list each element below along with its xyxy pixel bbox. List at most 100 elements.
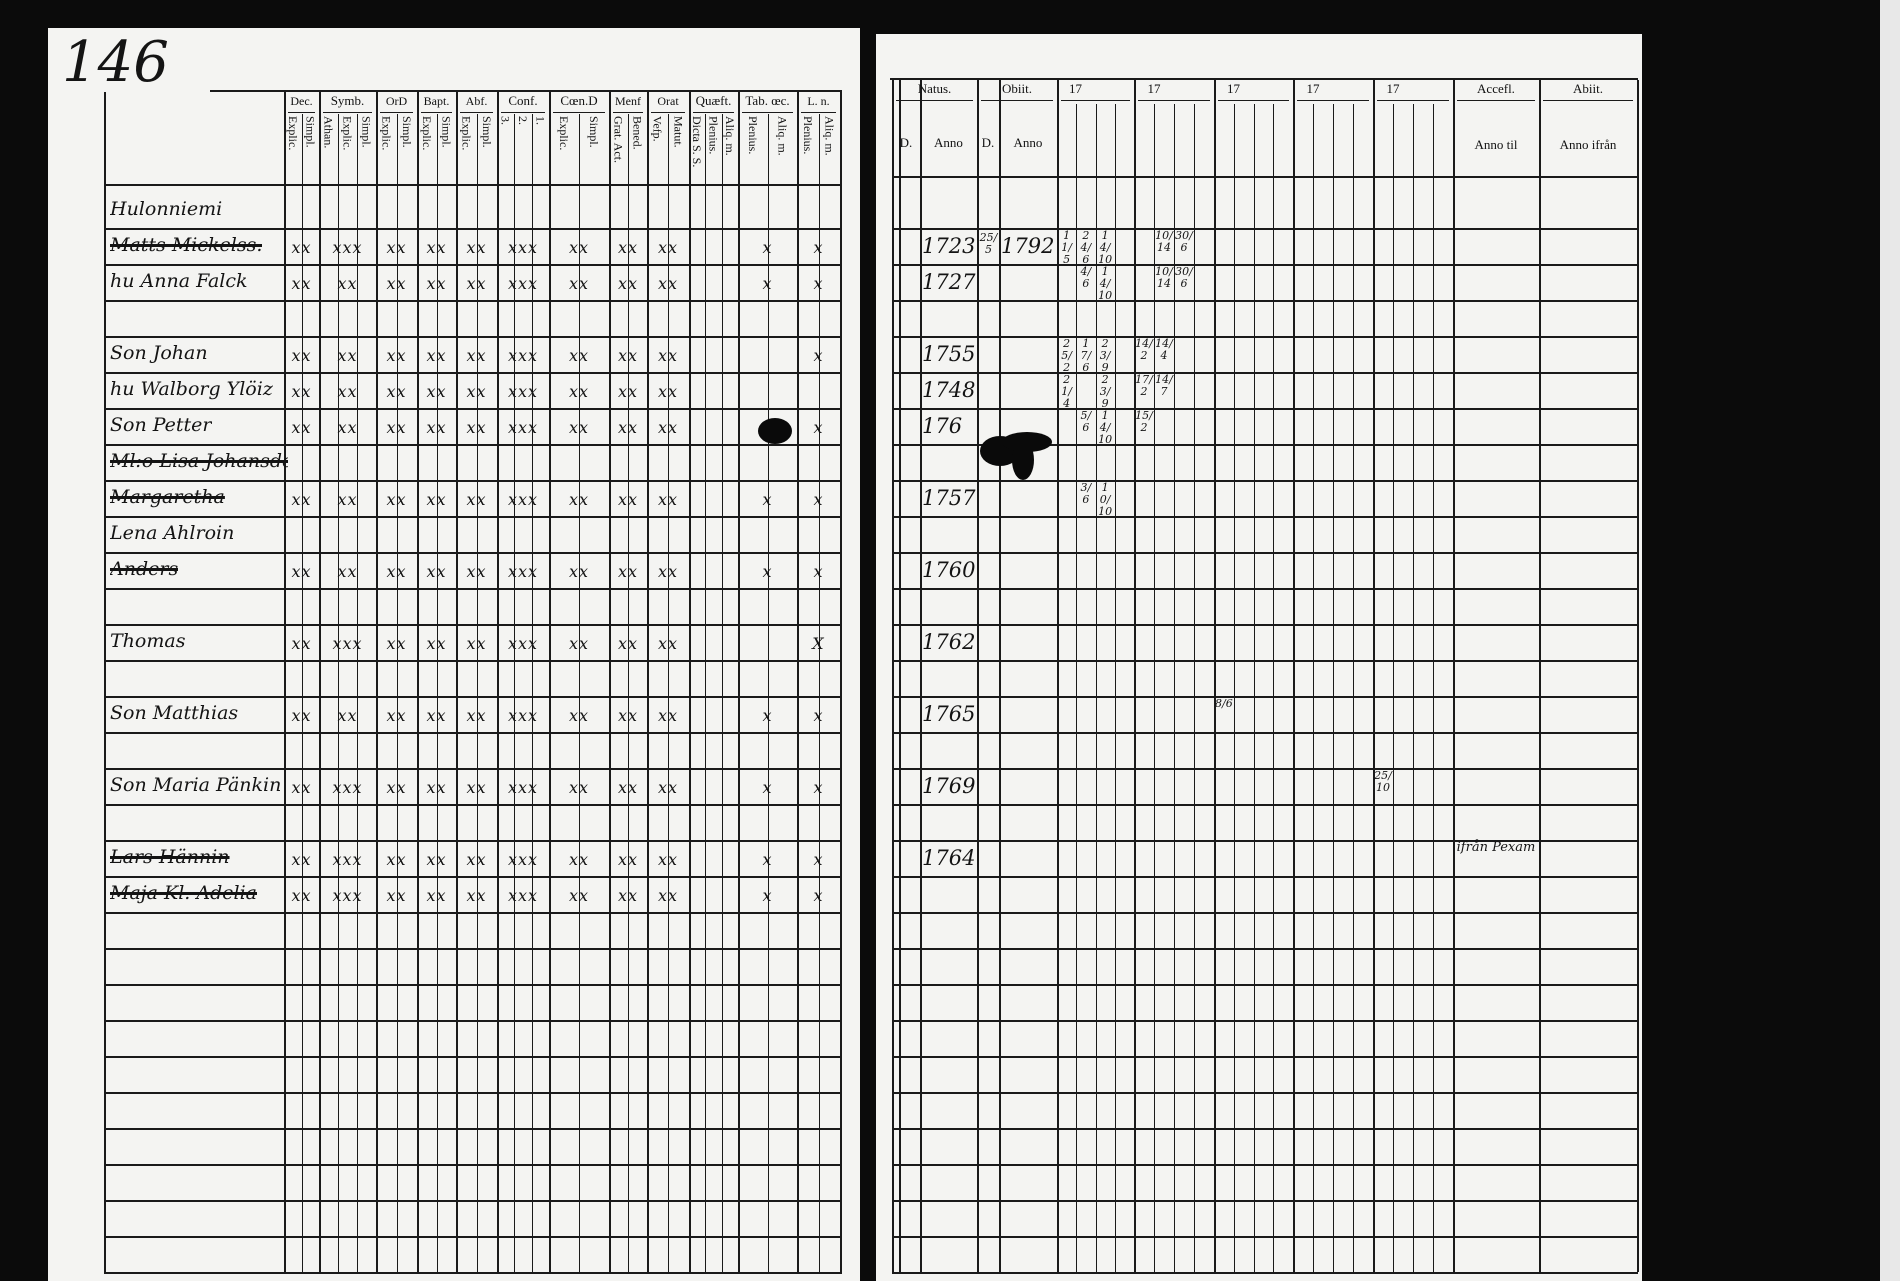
sub-rule — [628, 114, 629, 1272]
row-rule — [104, 300, 842, 302]
mark-cell: xx — [568, 490, 590, 509]
group-rule — [497, 92, 499, 1272]
mark-cell: xx — [337, 274, 358, 293]
right-row-rule — [892, 840, 1638, 842]
mark-cell: xx — [386, 418, 407, 437]
sub-rule — [767, 114, 769, 1272]
right-row-rule — [892, 264, 1638, 266]
mark-cell: xx — [617, 850, 639, 869]
mark-cell: xx — [337, 562, 358, 581]
right-row-rule — [892, 768, 1638, 770]
natus-year: 1760 — [922, 558, 976, 582]
year-header-3: 17 — [1306, 81, 1320, 96]
group-rule — [549, 92, 551, 1272]
year-sub-rule — [1253, 104, 1255, 1272]
obiit-year: 1792 — [1001, 234, 1055, 258]
sub-header: Explic. — [285, 116, 300, 151]
sub-header: Dicta S. S. — [690, 116, 705, 168]
mark-cell: xx — [386, 886, 407, 905]
right-row-rule — [892, 408, 1638, 410]
mark-cell: xx — [617, 238, 639, 257]
mark-cell: xx — [466, 346, 487, 365]
mark-cell: xx — [386, 778, 407, 797]
right-row-rule — [892, 624, 1638, 626]
row-rule — [104, 516, 842, 518]
mark-cell: x — [762, 562, 773, 581]
mark-cell: xx — [426, 886, 447, 905]
communion-date: 10/14 — [1155, 265, 1173, 290]
row-rule — [104, 1164, 842, 1166]
mark-cell: xx — [617, 490, 639, 509]
group-subrule — [460, 112, 493, 113]
mark-cell: xx — [657, 490, 679, 509]
group-subrule — [651, 112, 685, 113]
right-header-subrule — [981, 100, 1053, 101]
mark-cell: xx — [291, 706, 312, 725]
sub-rule — [818, 114, 820, 1272]
natus-year: 176 — [922, 414, 963, 438]
sub-header: Simpl. — [439, 116, 454, 148]
right-row-rule — [892, 1236, 1638, 1238]
mark-cell: x — [762, 850, 773, 869]
year-sub-rule — [1076, 104, 1078, 1272]
right-row-rule — [892, 444, 1638, 446]
right-column-rule — [999, 80, 1001, 1272]
column-header-9: Quæft. — [695, 93, 732, 108]
year-sub-rule — [1393, 104, 1394, 1272]
right-row-rule — [892, 1056, 1638, 1058]
entry-name: Maja Kl. Adelia — [110, 882, 257, 904]
year-header-4: 17 — [1386, 81, 1400, 96]
mark-cell: x — [813, 562, 824, 581]
mark-cell: xx — [426, 706, 447, 725]
mark-cell: xx — [617, 886, 639, 905]
right-header-subrule — [1377, 100, 1449, 101]
row-rule — [104, 804, 842, 806]
accessit-sub: Anno til — [1474, 137, 1518, 152]
mark-cell: xx — [337, 490, 358, 509]
column-header-0: Dec. — [290, 94, 313, 108]
right-header-subrule — [1218, 100, 1289, 101]
sub-rule — [357, 114, 358, 1272]
mark-cell: xxx — [507, 850, 539, 869]
natus-year: 1723 — [922, 234, 976, 258]
right-row-rule — [892, 228, 1638, 230]
row-rule — [104, 948, 842, 950]
mark-cell: x — [762, 490, 773, 509]
communion-date: 14/10 — [1098, 265, 1113, 302]
mark-cell: xxx — [332, 238, 363, 257]
entry-name: hu Anna Falck — [110, 270, 248, 292]
column-header-11: L. n. — [807, 94, 830, 108]
ink-blot — [1002, 432, 1052, 452]
mark-cell: xx — [426, 778, 447, 797]
mark-cell: xx — [657, 274, 679, 293]
sub-rule — [668, 114, 669, 1272]
communion-date: 8/6 — [1215, 697, 1233, 710]
communion-date: 21/4 — [1061, 373, 1072, 410]
group-subrule — [801, 112, 836, 113]
communion-date: 23/9 — [1099, 373, 1111, 410]
right-header-top-rule — [890, 78, 1638, 80]
year-sub-rule — [1413, 104, 1414, 1272]
right-row-rule — [892, 660, 1638, 662]
year-sub-rule — [1233, 104, 1235, 1272]
mark-cell: x — [813, 418, 824, 437]
mark-cell: xx — [657, 346, 679, 365]
right-row-rule — [892, 588, 1638, 590]
mark-cell: xx — [291, 634, 312, 653]
mark-cell: x — [813, 886, 824, 905]
natus-year: 1727 — [922, 270, 976, 294]
communion-date: 23/9 — [1099, 337, 1111, 374]
communion-date: 3/6 — [1080, 481, 1092, 506]
group-rule — [417, 92, 419, 1272]
mark-cell: xx — [568, 850, 590, 869]
mark-cell: xx — [568, 382, 590, 401]
entry-name: Ml:o Lisa Johansdotter — [110, 450, 288, 472]
natus-header: Natus. — [917, 81, 952, 96]
year-header-1: 17 — [1147, 81, 1161, 96]
mark-cell: xx — [337, 382, 358, 401]
mark-cell: xxx — [332, 778, 363, 797]
entry-name: hu Walborg Ylöiz — [110, 378, 273, 400]
mark-cell: x — [813, 850, 824, 869]
mark-cell: xx — [466, 778, 487, 797]
right-row-rule — [892, 1200, 1638, 1202]
